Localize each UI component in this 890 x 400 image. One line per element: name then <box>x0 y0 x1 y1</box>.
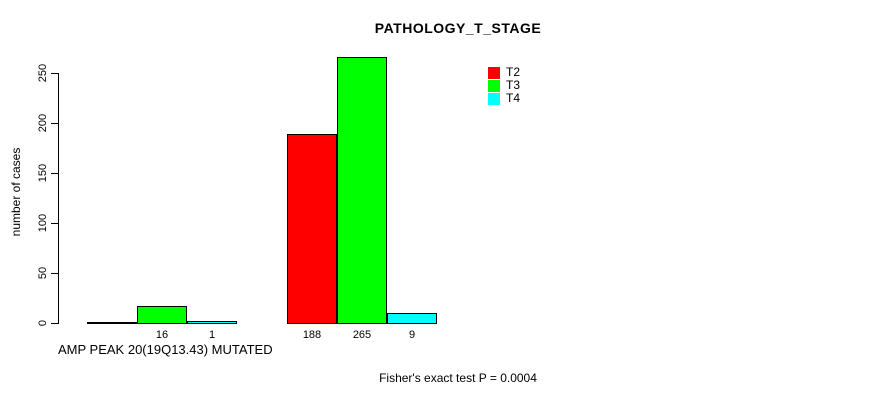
y-tick-label: 0 <box>37 319 49 327</box>
bar-t2-group2 <box>287 134 337 324</box>
chart-title: PATHOLOGY_T_STAGE <box>374 20 542 36</box>
bar-value-label-t3-group2: 265 <box>352 329 372 341</box>
y-tick <box>51 273 59 274</box>
bar-value-label-t4-group2: 9 <box>408 329 416 341</box>
legend-swatch-t3 <box>488 79 500 92</box>
y-tick <box>51 123 59 124</box>
bar-t4-group1 <box>187 321 237 324</box>
bar-value-label-t3-group1: 16 <box>155 329 169 341</box>
y-tick-label: 50 <box>37 266 49 280</box>
y-axis-title: number of cases <box>9 147 23 237</box>
y-tick <box>51 73 59 74</box>
y-tick <box>51 223 59 224</box>
stats-footnote: Fisher's exact test P = 0.0004 <box>379 371 537 385</box>
legend-label-t2: T2 <box>506 65 521 79</box>
y-tick-label: 200 <box>37 113 49 133</box>
legend-label-t4: T4 <box>506 91 521 105</box>
bar-t2-group1 <box>87 322 137 324</box>
legend-label-t3: T3 <box>506 78 521 92</box>
y-tick-label: 250 <box>37 63 49 83</box>
legend-swatch-t2 <box>488 66 500 79</box>
y-tick <box>51 173 59 174</box>
bar-t3-group1 <box>137 306 187 324</box>
legend-swatch-t4 <box>488 92 500 105</box>
legend-item-t3: T3 <box>488 79 520 92</box>
bar-t4-group2 <box>387 313 437 324</box>
y-tick-label: 150 <box>37 163 49 183</box>
legend-item-t2: T2 <box>488 66 520 79</box>
y-tick-label: 100 <box>37 213 49 233</box>
legend: T2 T3 T4 <box>488 66 520 105</box>
y-tick <box>51 323 59 324</box>
bar-value-label-t2-group2: 188 <box>302 329 322 341</box>
x-axis-group-label: AMP PEAK 20(19Q13.43) MUTATED <box>58 342 273 357</box>
bar-t3-group2 <box>337 57 387 324</box>
legend-item-t4: T4 <box>488 92 520 105</box>
y-axis-line <box>58 73 59 324</box>
bar-value-label-t4-group1: 1 <box>208 329 216 341</box>
